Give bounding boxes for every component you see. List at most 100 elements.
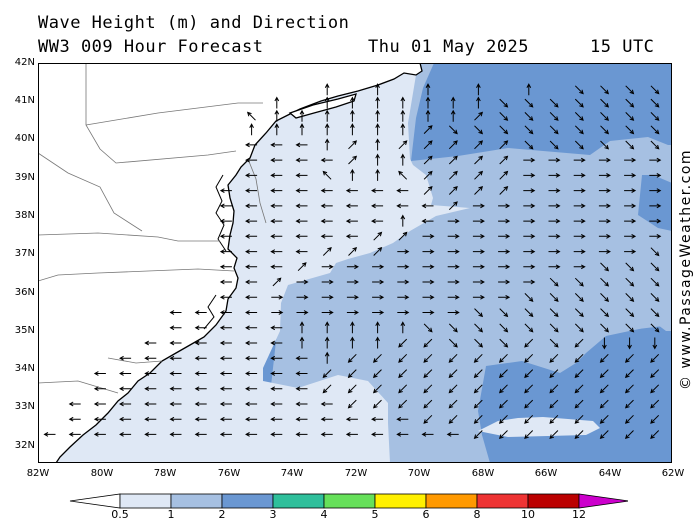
wave-arrow: [548, 264, 561, 270]
wave-arrow: [448, 170, 458, 180]
wave-arrow: [472, 203, 485, 209]
wave-arrow: [144, 371, 157, 376]
wave-arrow: [624, 430, 634, 440]
wave-arrow: [523, 157, 536, 163]
wave-arrow: [624, 203, 637, 209]
wave-arrow: [372, 399, 382, 409]
colorbar-segment: [374, 493, 427, 509]
wave-arrow: [650, 293, 660, 302]
wave-arrow: [524, 399, 534, 409]
wave-arrow: [573, 157, 586, 163]
wave-arrow: [523, 218, 536, 224]
wave-arrow: [345, 233, 358, 239]
wave-arrow: [375, 123, 380, 136]
colorbar-over-triangle: [578, 493, 628, 509]
wave-arrow: [245, 188, 258, 193]
wave-arrow: [524, 308, 534, 318]
wave-arrow: [448, 384, 458, 394]
lat-label: 38N: [14, 210, 35, 221]
state-borders: [38, 63, 267, 394]
colorbar-segment: [425, 493, 478, 509]
wave-arrow: [194, 416, 207, 422]
colorbar-segment: [221, 493, 274, 509]
wave-arrow: [295, 188, 308, 193]
wave-arrow: [474, 323, 484, 333]
wave-arrow: [119, 386, 132, 392]
lon-label: 64W: [598, 468, 622, 479]
wave-arrow: [299, 336, 305, 349]
wave-arrow: [473, 353, 483, 363]
wave-arrow: [295, 233, 308, 239]
wave-arrow: [421, 218, 434, 224]
wave-arrow: [375, 138, 380, 151]
wave-arrow: [447, 310, 460, 315]
wave-arrow: [271, 294, 284, 300]
wave-arrow: [448, 185, 458, 195]
wave-band-1-2m-east: [568, 259, 672, 335]
wave-arrow: [474, 125, 484, 135]
wave-arrow: [524, 384, 534, 394]
wave-arrow: [320, 416, 333, 422]
wave-arrow: [548, 233, 561, 239]
wave-arrow: [169, 310, 182, 315]
wave-arrow: [398, 353, 408, 363]
wave-arrow: [421, 432, 434, 437]
wave-arrow: [320, 401, 333, 407]
wave-arrow: [574, 293, 584, 302]
wave-arrow: [472, 218, 485, 224]
wave-arrow: [93, 416, 106, 422]
wave-arrow: [397, 279, 410, 285]
wave-arrow: [600, 140, 610, 150]
lat-label: 35N: [14, 325, 35, 336]
wave-arrow: [423, 125, 433, 134]
wave-arrow: [650, 323, 660, 333]
wave-arrow: [499, 125, 509, 135]
wave-arrow: [169, 416, 182, 422]
wave-arrow: [523, 264, 536, 270]
wave-arrow: [598, 218, 611, 224]
wave-arrow: [499, 170, 509, 180]
wave-arrow: [523, 279, 536, 285]
wave-arrow: [499, 308, 509, 318]
wave-arrow: [625, 308, 635, 318]
wave-arrow: [295, 203, 308, 209]
wave-arrow: [624, 218, 637, 224]
wave-arrow: [499, 338, 509, 348]
wave-arrow: [295, 432, 308, 437]
wave-arrow: [245, 264, 258, 270]
wave-arrow: [472, 264, 485, 270]
wave-arrow: [245, 401, 258, 407]
wave-arrow: [372, 294, 385, 300]
wave-arrow: [549, 414, 559, 424]
wave-arrow: [573, 218, 586, 224]
wave-arrow: [524, 112, 534, 121]
wave-arrow: [573, 233, 586, 239]
wave-arrow: [549, 98, 559, 108]
wave-arrow: [448, 369, 458, 379]
wave-arrow: [574, 369, 584, 379]
wave-arrow: [523, 233, 536, 239]
wave-arrow: [524, 293, 534, 302]
wave-arrow: [219, 233, 232, 239]
wave-arrow: [320, 218, 333, 224]
wave-arrow: [447, 294, 460, 300]
wave-arrow: [650, 247, 660, 257]
wave-arrow: [348, 140, 358, 150]
wave-arrow: [474, 338, 484, 348]
wave-arrow: [448, 125, 458, 135]
lon-label: 72W: [344, 468, 368, 479]
wave-arrow: [649, 218, 662, 224]
wave-arrow: [624, 384, 634, 394]
wave-arrow: [600, 277, 610, 287]
wave-arrow: [624, 399, 634, 409]
wave-arrow: [423, 369, 433, 379]
wave-arrow: [625, 85, 635, 95]
wave-arrow: [549, 308, 559, 318]
wave-arrow: [448, 338, 458, 348]
wave-arrow: [144, 355, 157, 361]
wave-arrow: [324, 96, 330, 109]
wave-arrow: [43, 432, 56, 437]
wave-arrow: [598, 157, 611, 163]
wave-arrow: [650, 125, 660, 135]
wave-arrow: [144, 386, 157, 392]
